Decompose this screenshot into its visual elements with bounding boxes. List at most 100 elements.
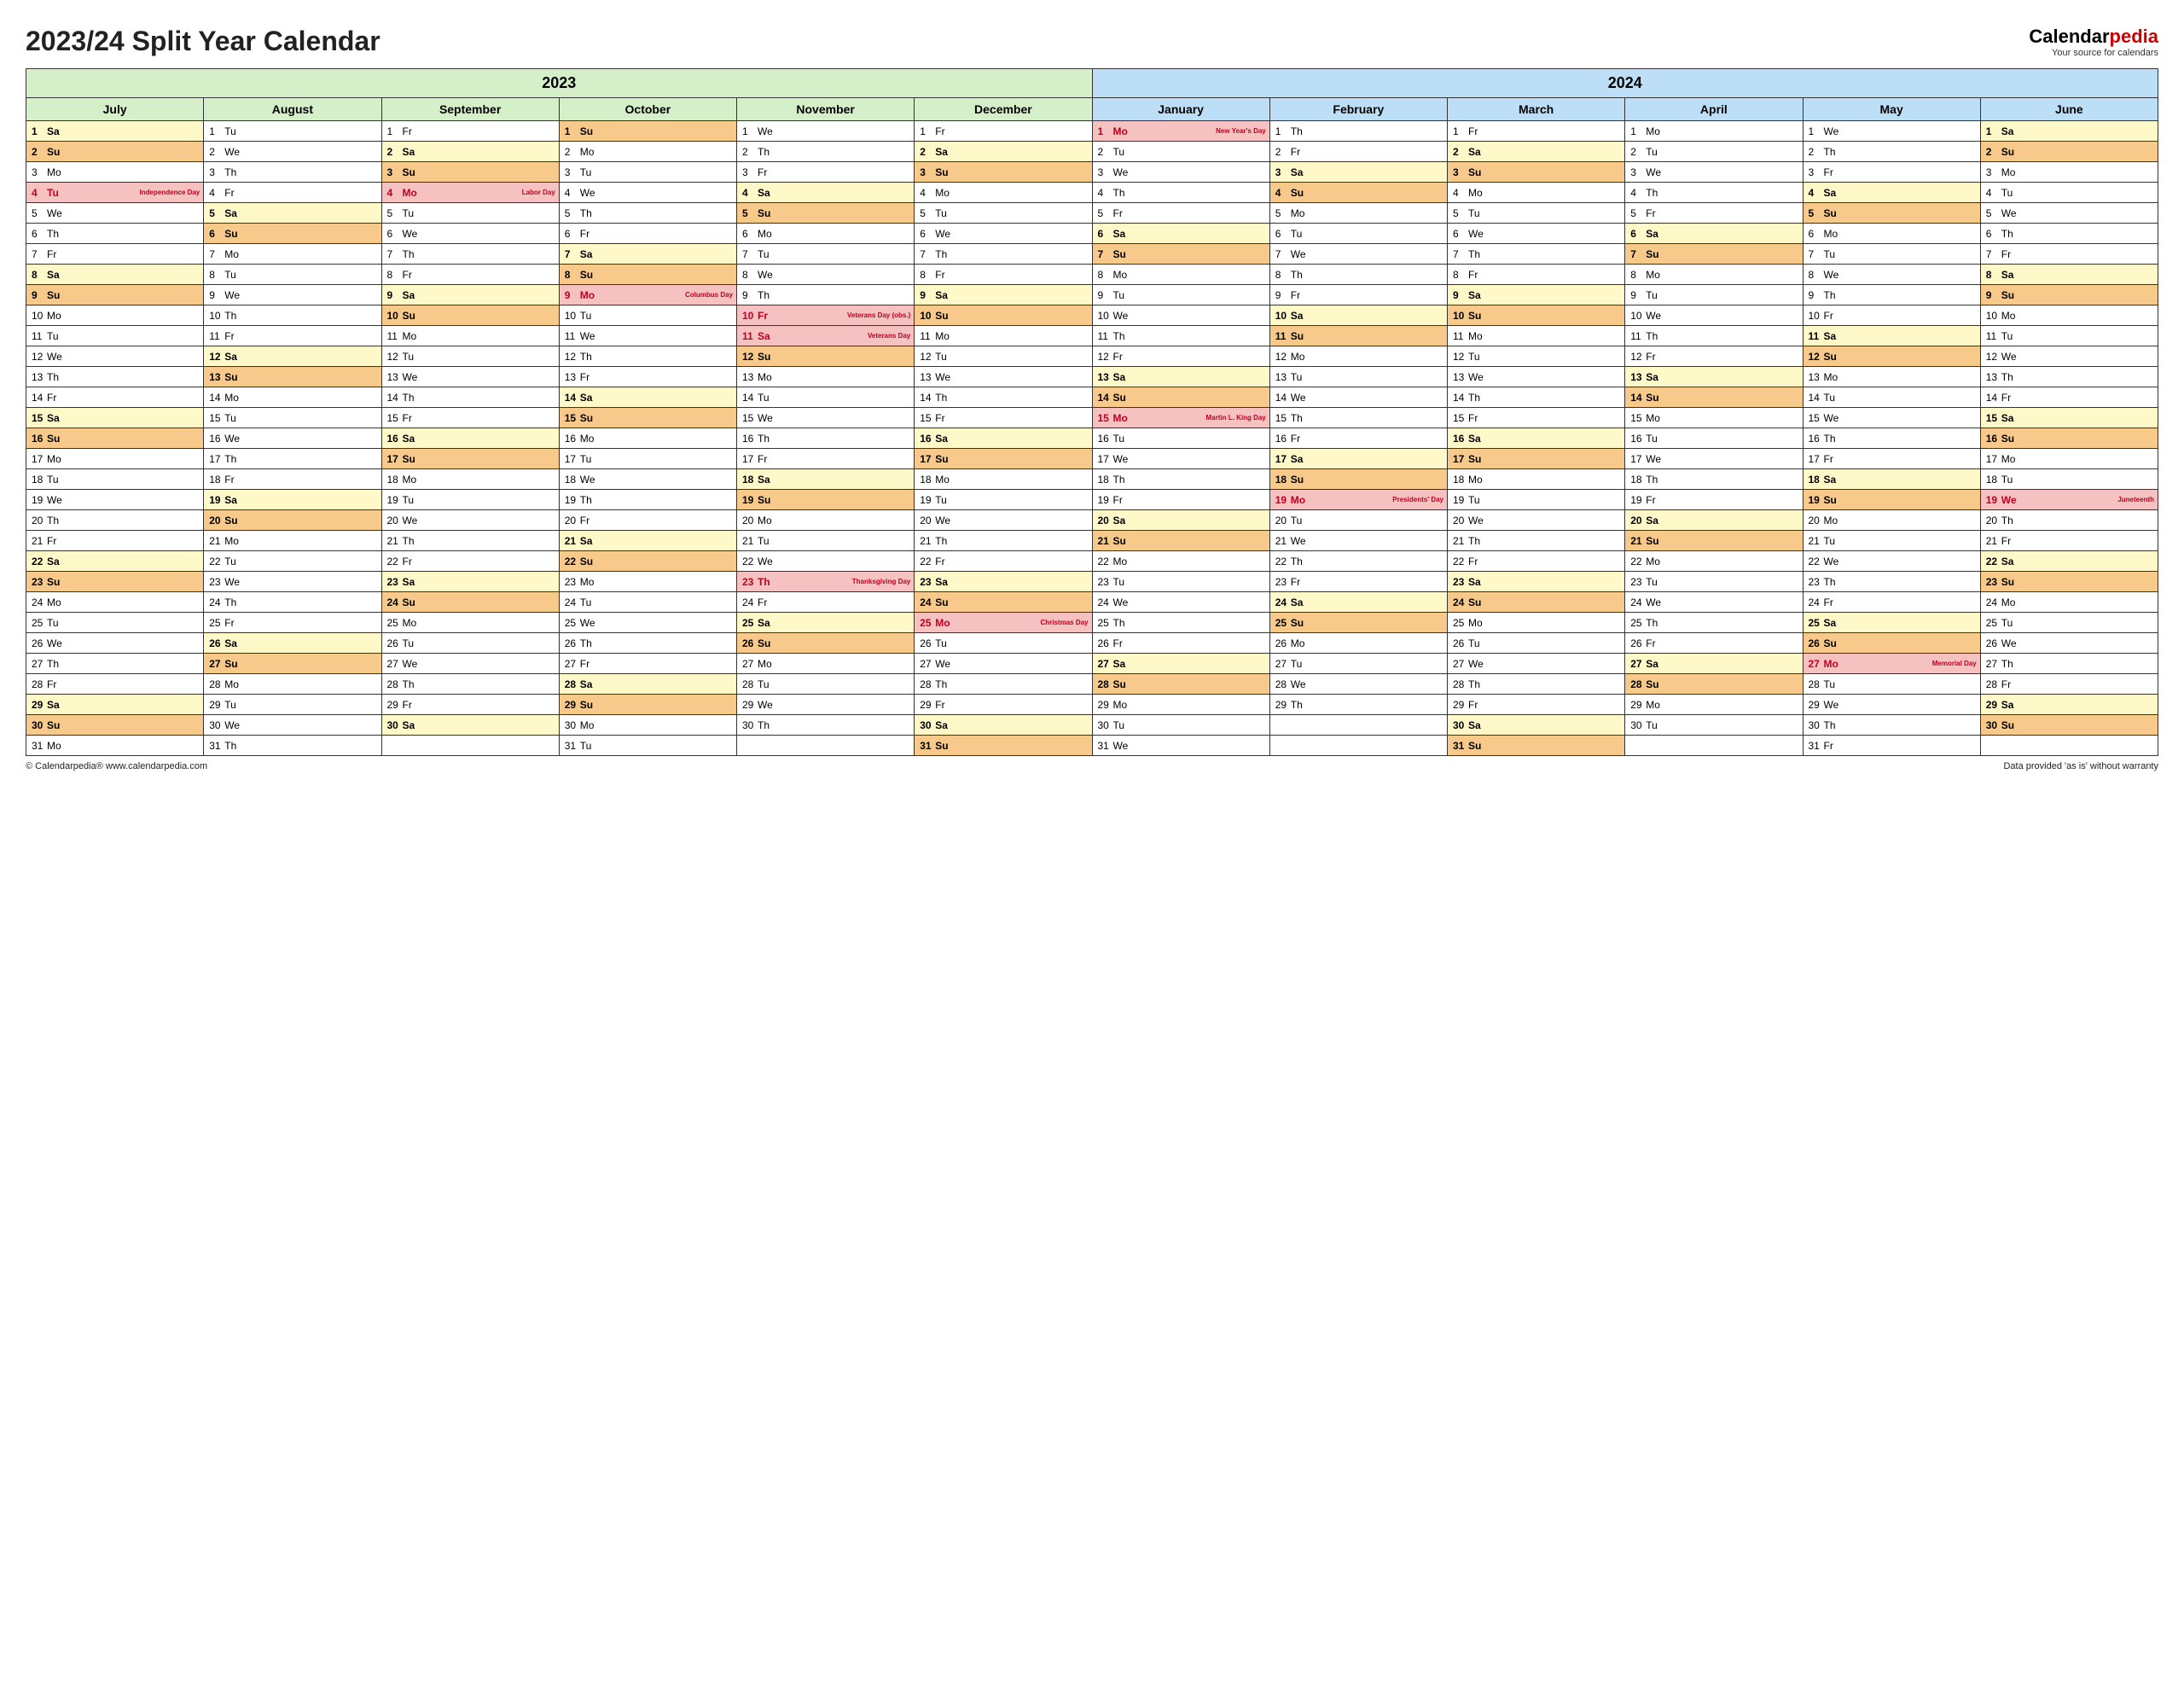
day-cell: 3Su [915, 162, 1092, 183]
day-cell: 13We [1448, 367, 1625, 387]
day-cell: 2Tu [1092, 142, 1269, 162]
day-weekday: Tu [403, 207, 415, 219]
day-cell: 9MoColumbus Day [559, 285, 736, 305]
calendar-table: 20232024 JulyAugustSeptemberOctoberNovem… [26, 68, 2158, 756]
day-weekday: Fr [1468, 556, 1478, 567]
day-weekday: Sa [2001, 412, 2014, 424]
day-number: 26 [1453, 637, 1467, 649]
day-cell: 20We [381, 510, 559, 531]
day-weekday: Th [1291, 556, 1303, 567]
day-cell: 22Sa [1980, 551, 2158, 572]
day-cell: 31Su [915, 736, 1092, 756]
day-number: 16 [1630, 433, 1644, 445]
day-number: 20 [387, 515, 401, 527]
day-weekday: Mo [1468, 330, 1483, 342]
day-number: 22 [209, 556, 223, 567]
day-number: 13 [1630, 371, 1644, 383]
day-number: 9 [742, 289, 756, 301]
day-cell: 17We [1092, 449, 1269, 469]
day-number: 19 [209, 494, 223, 506]
day-weekday: We [1824, 699, 1839, 711]
day-number: 21 [1630, 535, 1644, 547]
day-weekday: Mo [758, 658, 772, 670]
day-cell: 29Th [1269, 695, 1447, 715]
day-weekday: We [580, 330, 595, 342]
day-number: 16 [742, 433, 756, 445]
day-number: 15 [1809, 412, 1822, 424]
day-weekday: We [580, 474, 595, 486]
day-cell: 28Sa [559, 674, 736, 695]
holiday-label: Veterans Day (obs.) [847, 311, 910, 318]
day-weekday: Th [1291, 412, 1303, 424]
day-weekday: Sa [1646, 228, 1658, 240]
day-weekday: Sa [403, 719, 415, 731]
day-cell: 13We [915, 367, 1092, 387]
day-weekday: Mo [580, 433, 595, 445]
day-cell: 16Su [26, 428, 204, 449]
day-number: 12 [1986, 351, 2000, 363]
day-weekday: Mo [580, 289, 595, 301]
day-cell: 29We [1803, 695, 1980, 715]
day-cell: 7Su [1625, 244, 1803, 265]
day-weekday: Fr [1646, 351, 1655, 363]
day-cell: 28Tu [1803, 674, 1980, 695]
day-number: 9 [32, 289, 45, 301]
day-cell: 28Tu [737, 674, 915, 695]
day-number: 4 [565, 187, 578, 199]
day-weekday: Sa [224, 351, 237, 363]
day-number: 25 [565, 617, 578, 629]
day-weekday: Fr [1113, 494, 1123, 506]
day-weekday: Tu [1468, 637, 1480, 649]
day-number: 13 [1809, 371, 1822, 383]
day-weekday: Fr [47, 535, 56, 547]
day-weekday: Sa [403, 576, 415, 588]
day-number: 1 [742, 125, 756, 137]
day-cell: 21Th [915, 531, 1092, 551]
day-cell: 25Su [1269, 613, 1447, 633]
day-cell: 20Th [26, 510, 204, 531]
day-cell: 21Su [1092, 531, 1269, 551]
day-number: 7 [32, 248, 45, 260]
day-number: 1 [565, 125, 578, 137]
day-number: 27 [920, 658, 933, 670]
day-number: 6 [209, 228, 223, 240]
day-number: 20 [209, 515, 223, 527]
day-number: 29 [920, 699, 933, 711]
day-number: 29 [742, 699, 756, 711]
month-header: February [1269, 98, 1447, 121]
day-cell: 18Sa [1803, 469, 1980, 490]
day-cell: 6Th [26, 224, 204, 244]
day-weekday: Su [758, 637, 770, 649]
day-weekday: Th [758, 576, 770, 588]
day-number: 7 [1453, 248, 1467, 260]
day-number: 7 [1630, 248, 1644, 260]
day-number: 13 [1098, 371, 1112, 383]
day-weekday: Tu [580, 453, 592, 465]
day-weekday: Tu [1113, 719, 1125, 731]
day-number: 2 [1275, 146, 1289, 158]
day-cell: 27Sa [1625, 654, 1803, 674]
day-cell: 7Su [1092, 244, 1269, 265]
day-number: 20 [1098, 515, 1112, 527]
day-cell: 19Sa [204, 490, 381, 510]
day-cell: 18Sa [737, 469, 915, 490]
day-number: 4 [742, 187, 756, 199]
day-weekday: Su [1468, 596, 1481, 608]
day-weekday: Th [47, 658, 59, 670]
day-cell: 28We [1269, 674, 1447, 695]
brand-pre: Calendar [2029, 26, 2109, 47]
day-number: 18 [565, 474, 578, 486]
day-weekday: Su [758, 351, 770, 363]
day-cell: 27Mo [737, 654, 915, 674]
day-number: 7 [742, 248, 756, 260]
day-weekday: Sa [1113, 228, 1126, 240]
day-cell: 11Th [1625, 326, 1803, 346]
day-number: 13 [209, 371, 223, 383]
day-cell: 8Th [1269, 265, 1447, 285]
day-weekday: Su [1468, 166, 1481, 178]
day-cell: 5We [26, 203, 204, 224]
day-weekday: Fr [758, 596, 767, 608]
day-cell: 26Mo [1269, 633, 1447, 654]
day-number: 28 [387, 678, 401, 690]
day-weekday: Th [2001, 515, 2013, 527]
